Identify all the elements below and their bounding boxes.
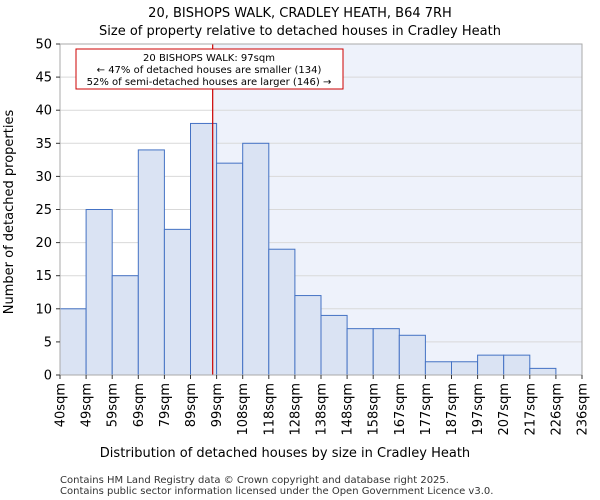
y-tick-label: 50: [35, 38, 52, 53]
annotation-line-1: 20 BISHOPS WALK: 97sqm: [143, 53, 275, 64]
y-tick-label: 0: [44, 369, 52, 384]
x-tick-label: 108sqm: [236, 383, 251, 436]
annotation-line-2: ← 47% of detached houses are smaller (13…: [97, 65, 322, 76]
y-tick-label: 25: [35, 203, 52, 218]
bar-118sqm: [268, 248, 296, 376]
x-tick-label: 236sqm: [576, 383, 591, 436]
bar-40sqm: [59, 308, 87, 376]
x-tick-label: 138sqm: [315, 383, 330, 436]
bar-108sqm: [242, 142, 270, 376]
bar-79sqm: [163, 228, 191, 376]
x-tick-label: 187sqm: [445, 383, 460, 436]
bar-177sqm: [424, 361, 452, 376]
x-tick-label: 89sqm: [184, 383, 199, 427]
x-axis-ticks: 40sqm 49sqm 59sqm 69sqm 79sqm 89sqm 99sqm 108sq…: [54, 375, 591, 436]
y-tick-label: 10: [35, 302, 52, 317]
y-axis-label: Number of detached properties: [2, 110, 17, 315]
bar-217sqm: [529, 367, 557, 376]
chart-subtitle: Size of property relative to detached ho…: [99, 24, 501, 39]
x-tick-label: 69sqm: [132, 383, 147, 427]
footer-line-1: Contains HM Land Registry data © Crown c…: [60, 475, 449, 486]
annotation-frame: [75, 48, 344, 90]
bar-197sqm: [477, 354, 505, 376]
x-tick-label: 158sqm: [367, 383, 382, 436]
x-tick-label: 118sqm: [262, 383, 277, 436]
x-tick-label: 79sqm: [158, 383, 173, 427]
y-tick-label: 30: [35, 170, 52, 185]
bar-128sqm: [294, 295, 322, 376]
bar-138sqm: [320, 314, 348, 376]
annotation-box: 20 BISHOPS WALK: 97sqm ← 47% of detached…: [75, 48, 344, 90]
y-tick-label: 45: [35, 71, 52, 86]
y-axis-ticks: 0 5 10 15 20 25 30 35 40 45 50: [35, 38, 60, 384]
x-tick-label: 59sqm: [106, 383, 121, 427]
x-tick-label: 197sqm: [471, 383, 486, 436]
x-tick-label: 99sqm: [210, 383, 225, 427]
footer-line-2: Contains public sector information licen…: [60, 486, 493, 497]
bar-158sqm: [372, 328, 400, 376]
chart-title: 20, BISHOPS WALK, CRADLEY HEATH, B64 7RH: [148, 6, 452, 21]
bar-207sqm: [503, 354, 531, 376]
x-tick-label: 40sqm: [54, 383, 69, 427]
y-tick-label: 5: [44, 335, 52, 350]
x-tick-label: 217sqm: [523, 383, 538, 436]
x-tick-label: 226sqm: [549, 383, 564, 436]
y-tick-label: 15: [35, 269, 52, 284]
bar-69sqm: [137, 149, 165, 376]
bar-187sqm: [451, 361, 479, 376]
x-tick-label: 207sqm: [497, 383, 512, 436]
x-tick-label: 177sqm: [419, 383, 434, 436]
bar-167sqm: [398, 334, 426, 376]
x-tick-label: 128sqm: [288, 383, 303, 436]
x-tick-label: 49sqm: [80, 383, 95, 427]
y-tick-label: 20: [35, 236, 52, 251]
bar-99sqm: [216, 162, 244, 376]
bar-148sqm: [346, 328, 374, 376]
x-tick-label: 148sqm: [341, 383, 356, 436]
x-axis-label: Distribution of detached houses by size …: [100, 446, 470, 461]
bar-49sqm: [85, 209, 113, 376]
annotation-line-3: 52% of semi-detached houses are larger (…: [87, 77, 332, 88]
y-tick-label: 40: [35, 104, 52, 119]
bar-59sqm: [111, 275, 139, 376]
y-tick-label: 35: [35, 137, 52, 152]
x-tick-label: 167sqm: [393, 383, 408, 436]
